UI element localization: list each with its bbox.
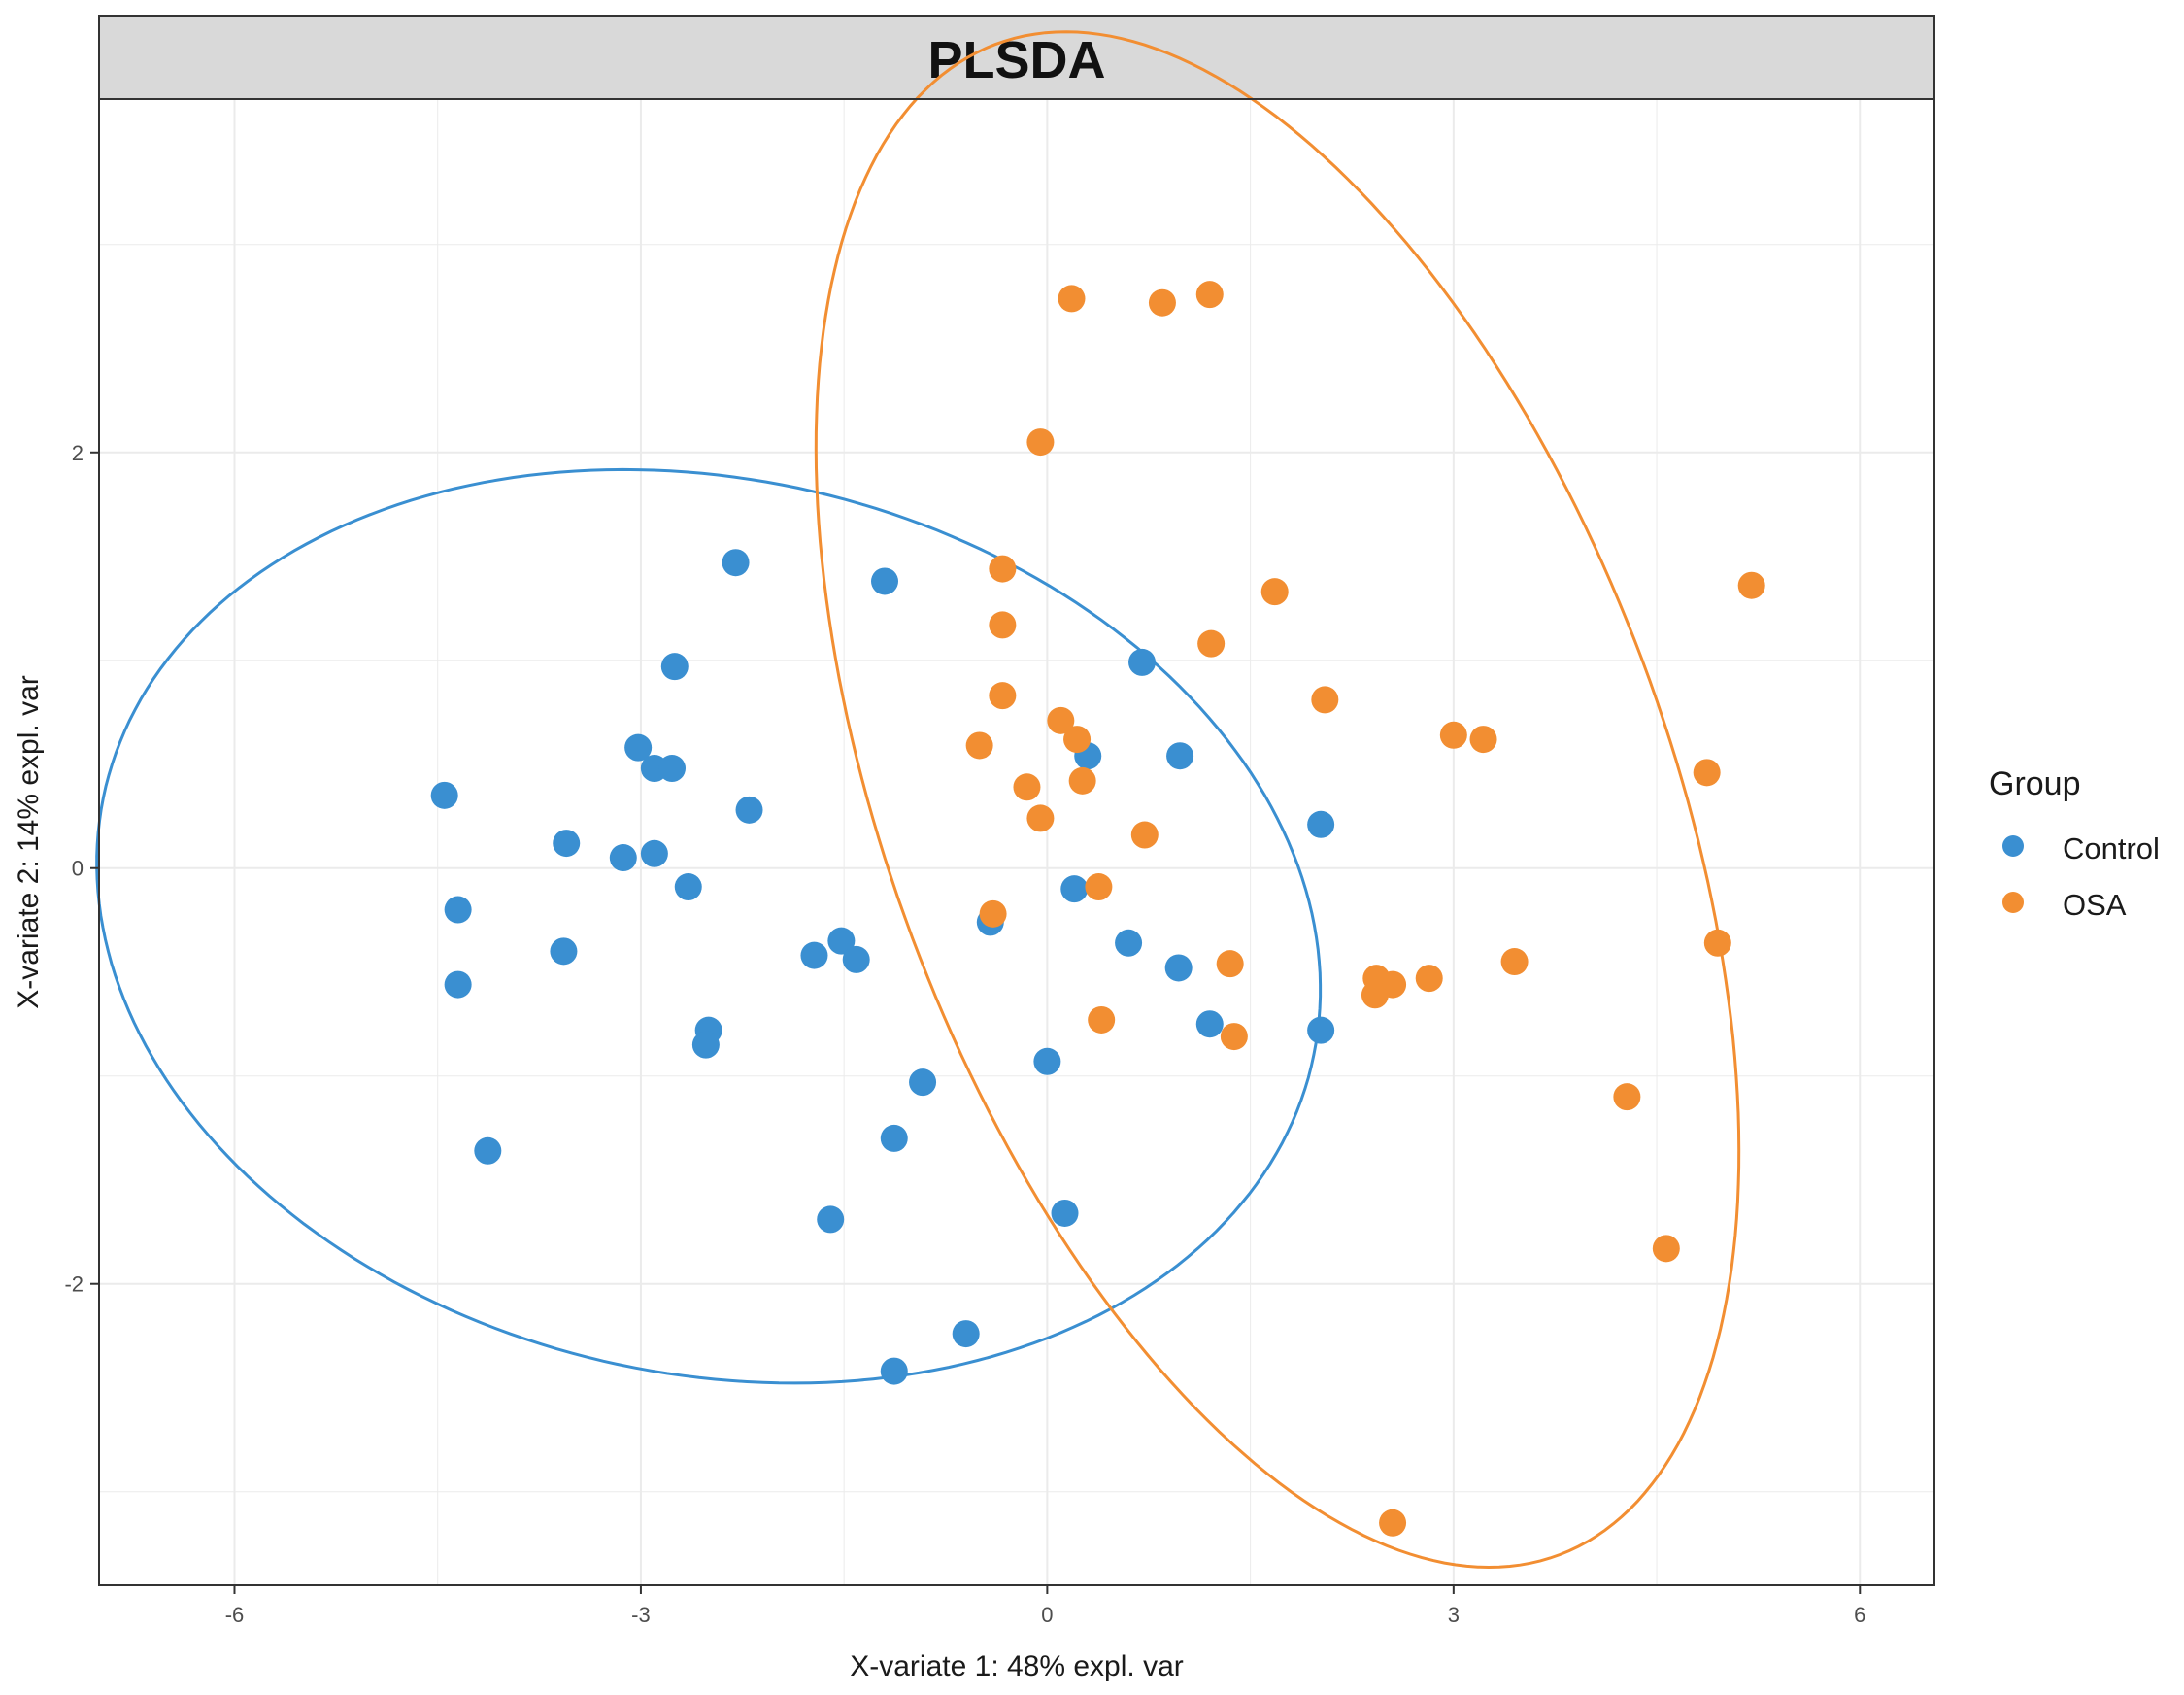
- point-control: [444, 970, 472, 999]
- x-tick-label: -6: [225, 1603, 245, 1627]
- x-tick-label: 3: [1448, 1603, 1460, 1627]
- point-osa: [1130, 821, 1159, 849]
- point-osa: [1260, 578, 1289, 606]
- point-control: [1051, 1199, 1079, 1227]
- point-osa: [1469, 726, 1497, 754]
- legend-key-control: [2002, 835, 2024, 857]
- legend-label-osa: OSA: [2063, 888, 2127, 922]
- x-tick-label: 0: [1041, 1603, 1053, 1627]
- axes: -6 -3 0 3 6 -2 0 2: [64, 441, 1865, 1627]
- point-osa: [1693, 759, 1721, 787]
- point-osa: [1058, 285, 1086, 313]
- legend: Group Control OSA: [1989, 765, 2160, 922]
- point-control: [1166, 742, 1194, 770]
- point-control: [550, 937, 578, 966]
- confidence-ellipses: [95, 30, 1741, 1570]
- point-osa: [1439, 721, 1467, 749]
- point-control: [952, 1320, 980, 1348]
- point-control: [444, 896, 472, 924]
- y-tick-label: 2: [72, 441, 84, 465]
- point-control: [474, 1136, 502, 1165]
- point-control: [691, 1031, 720, 1059]
- point-control: [880, 1357, 908, 1385]
- point-control: [827, 927, 856, 955]
- point-osa: [979, 899, 1007, 928]
- point-control: [1307, 1016, 1335, 1044]
- point-osa: [1088, 1005, 1116, 1034]
- point-osa: [1737, 571, 1765, 599]
- title-strip: [98, 15, 1935, 100]
- point-osa: [1216, 950, 1244, 978]
- point-control: [842, 945, 870, 973]
- point-osa: [1500, 948, 1529, 976]
- point-control: [871, 567, 899, 595]
- point-osa: [1085, 873, 1113, 901]
- point-osa: [1613, 1083, 1641, 1111]
- point-osa: [1063, 726, 1092, 754]
- point-control: [553, 830, 581, 858]
- point-osa: [1047, 706, 1075, 734]
- point-osa: [1311, 686, 1339, 714]
- point-control: [880, 1124, 908, 1152]
- point-control: [1195, 1010, 1224, 1038]
- point-control: [660, 653, 689, 681]
- legend-title: Group: [1989, 765, 2081, 802]
- y-tick-label: -2: [64, 1272, 84, 1297]
- chart-title: PLSDA: [927, 31, 1105, 89]
- legend-key-osa: [2002, 892, 2024, 913]
- y-axis-title: X-variate 2: 14% expl. var: [13, 675, 45, 1009]
- point-control: [609, 844, 637, 872]
- x-tick-label: 6: [1854, 1603, 1865, 1627]
- point-osa: [1703, 929, 1731, 957]
- plot-panel-border: [98, 98, 1935, 1586]
- point-control: [735, 796, 763, 824]
- point-control: [800, 941, 828, 969]
- gridlines: [99, 99, 1934, 1585]
- point-control: [640, 839, 668, 867]
- point-osa: [1026, 804, 1055, 832]
- plot-panel: [99, 99, 1934, 1585]
- point-osa: [965, 731, 993, 760]
- point-osa: [1652, 1235, 1680, 1263]
- point-osa: [1026, 428, 1055, 457]
- point-osa: [1068, 766, 1096, 795]
- point-osa: [1148, 288, 1176, 317]
- point-control: [1307, 810, 1335, 838]
- point-control: [1128, 648, 1157, 676]
- point-control: [722, 549, 750, 577]
- point-osa: [1195, 281, 1224, 309]
- point-osa: [1220, 1023, 1248, 1051]
- point-osa: [989, 611, 1017, 639]
- point-osa: [1361, 981, 1389, 1009]
- ellipse-osa: [814, 30, 1741, 1570]
- point-control: [1164, 954, 1193, 982]
- legend-label-control: Control: [2063, 831, 2160, 865]
- point-control: [1060, 875, 1089, 903]
- ellipse-control: [95, 467, 1323, 1385]
- point-control: [1033, 1047, 1061, 1075]
- x-tick-label: -3: [631, 1603, 651, 1627]
- data-points: [430, 281, 1765, 1537]
- x-axis-title: X-variate 1: 48% expl. var: [850, 1650, 1184, 1682]
- point-control: [674, 873, 702, 901]
- point-osa: [1379, 1509, 1407, 1537]
- point-control: [430, 781, 458, 809]
- point-osa: [989, 682, 1017, 710]
- point-osa: [1197, 629, 1226, 658]
- point-osa: [1013, 773, 1041, 801]
- point-control: [624, 733, 653, 762]
- point-osa: [1415, 965, 1443, 993]
- point-control: [658, 755, 687, 783]
- point-control: [817, 1205, 845, 1234]
- point-osa: [989, 555, 1017, 583]
- point-control: [1115, 929, 1143, 957]
- y-tick-label: 0: [72, 857, 84, 881]
- point-control: [909, 1068, 937, 1097]
